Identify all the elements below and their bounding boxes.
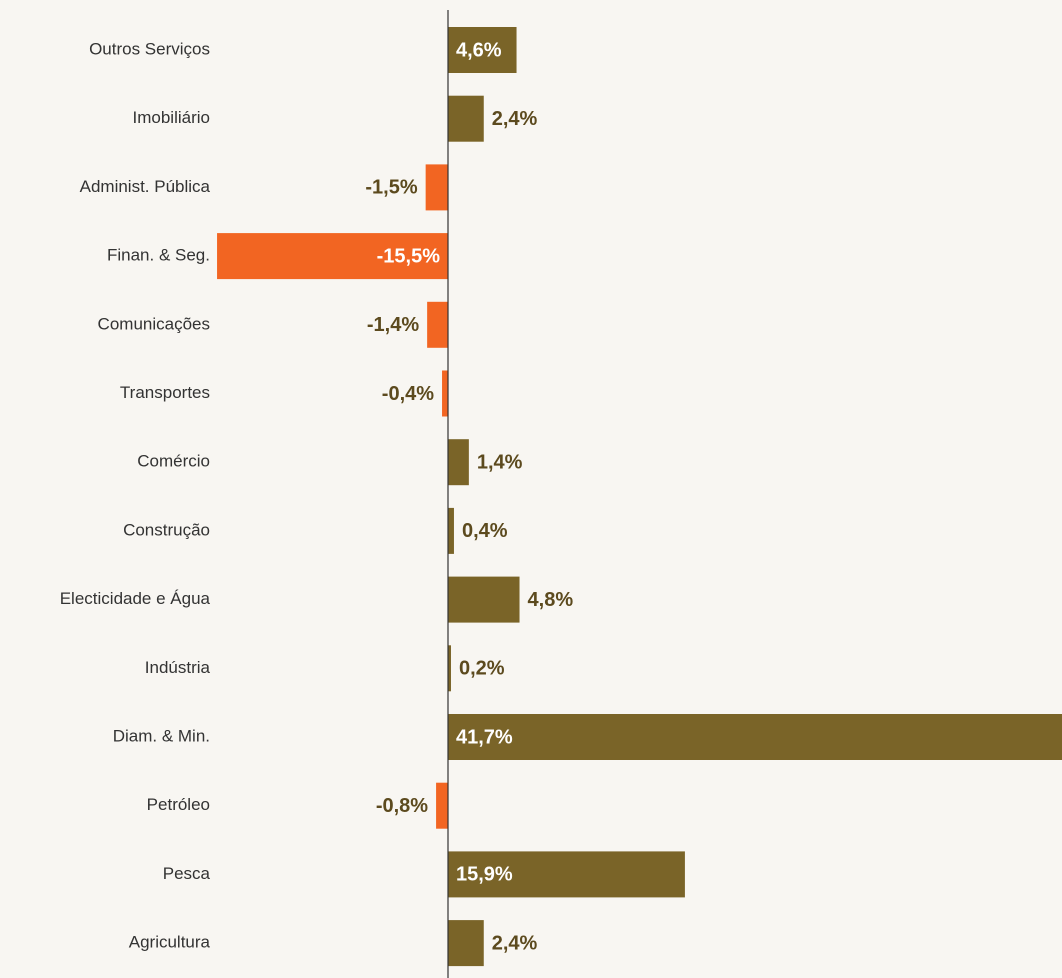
- value-label: 1,4%: [477, 451, 523, 473]
- bar: [425, 164, 448, 211]
- value-label: -15,5%: [377, 245, 441, 267]
- value-label: 0,4%: [462, 520, 508, 542]
- category-label: Petróleo: [147, 795, 210, 814]
- category-label: Indústria: [145, 658, 211, 677]
- category-label: Agricultura: [129, 933, 211, 952]
- value-label: 0,2%: [459, 658, 505, 680]
- value-label: -1,4%: [367, 314, 419, 336]
- value-label: 4,8%: [528, 589, 574, 611]
- bar: [448, 95, 484, 142]
- category-label: Electicidade e Água: [60, 589, 211, 608]
- category-label: Construção: [123, 520, 210, 539]
- category-label: Imobiliário: [133, 108, 210, 127]
- bar: [448, 714, 1062, 760]
- bar: [442, 370, 448, 417]
- bar: [448, 27, 517, 73]
- category-label: Comércio: [137, 452, 210, 471]
- value-label: -1,5%: [365, 177, 417, 199]
- value-label: 2,4%: [492, 108, 538, 130]
- category-label: Pesca: [163, 864, 211, 883]
- value-label: 15,9%: [456, 864, 513, 886]
- value-label: 4,6%: [456, 39, 502, 61]
- bar: [448, 851, 685, 898]
- value-label: 41,7%: [456, 726, 513, 748]
- bar: [448, 576, 520, 623]
- bar: [448, 920, 484, 967]
- value-label: -0,8%: [376, 795, 428, 817]
- value-label: 2,4%: [492, 932, 538, 954]
- bar: [436, 782, 448, 829]
- bar: [427, 301, 448, 348]
- bar: [217, 233, 448, 280]
- category-label: Diam. & Min.: [113, 726, 210, 745]
- category-label: Finan. & Seg.: [107, 246, 210, 265]
- value-label: -0,4%: [382, 383, 434, 405]
- category-label: Administ. Pública: [80, 177, 211, 196]
- bar: [448, 645, 451, 692]
- category-label: Outros Serviços: [89, 39, 210, 58]
- category-label: Transportes: [120, 383, 210, 402]
- category-label: Comunicações: [98, 314, 210, 333]
- bar: [448, 439, 469, 486]
- bar: [448, 507, 454, 554]
